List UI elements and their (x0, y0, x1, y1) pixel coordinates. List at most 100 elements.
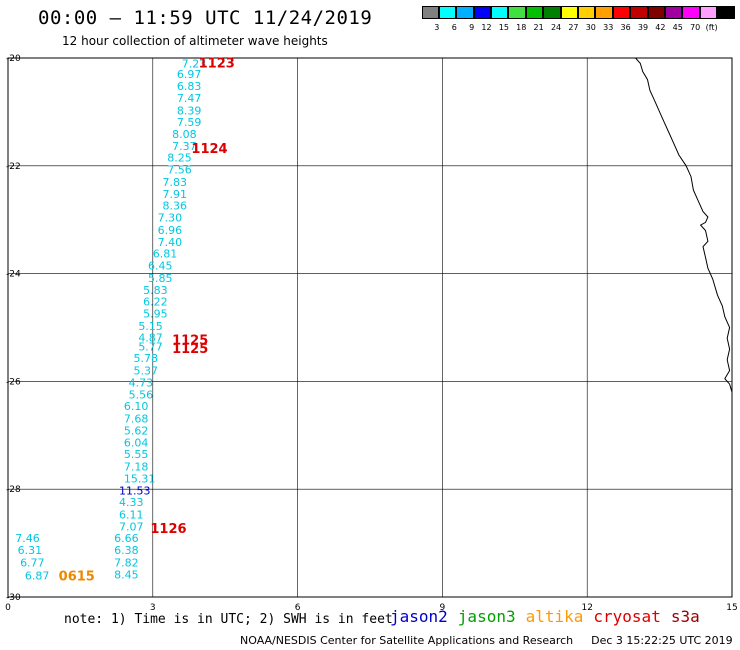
wave-height-reading: 8.25 (167, 152, 192, 165)
colorbar-cell: 39 (630, 6, 649, 32)
footer-note: note: 1) Time is in UTC; 2) SWH is in fe… (64, 612, 393, 627)
wave-height-reading: 7.07 (119, 520, 144, 533)
colorbar-swatch (682, 6, 700, 19)
wave-height-reading: 6.83 (177, 80, 202, 93)
wave-height-reading: 5.55 (124, 448, 149, 461)
colorbar-swatch (612, 6, 631, 19)
wave-height-reading: 6.22 (143, 296, 168, 309)
colorbar-cell: 3 (421, 6, 439, 32)
colorbar-swatch (664, 6, 683, 19)
colorbar-label: 15 (498, 23, 509, 32)
wave-height-reading: 6.10 (124, 400, 149, 413)
wave-height-reading: 6.66 (114, 532, 139, 545)
footer-credit: NOAA/NESDIS Center for Satellite Applica… (240, 634, 733, 647)
colorbar-cell: 18 (508, 6, 527, 32)
wave-height-reading: 7.47 (177, 92, 202, 105)
wave-height-reading: 6.11 (119, 509, 144, 522)
colorbar-swatch (647, 6, 665, 19)
wave-height-reading: 5.56 (129, 388, 154, 401)
colorbar-cell: (ft) (699, 6, 718, 32)
colorbar-label: 42 (655, 23, 666, 32)
x-tick-label: 3 (150, 603, 156, 613)
colorbar-swatch (560, 6, 579, 19)
colorbar-label: 36 (620, 23, 631, 32)
pass-time-label: 1125 (172, 333, 208, 348)
pass-time-label: 1125 (172, 342, 208, 357)
colorbar-cell: 36 (612, 6, 631, 32)
wave-height-reading: 5.95 (143, 307, 168, 320)
satellite-legend-jason3: jason3 (457, 607, 516, 626)
colorbar-label: 24 (550, 23, 562, 32)
page-title: 00:00 — 11:59 UTC 11/24/2019 (38, 7, 373, 29)
colorbar-cell: 42 (647, 6, 666, 32)
colorbar-cell: 21 (525, 6, 544, 32)
pass-time-label: 0615 (59, 569, 95, 584)
x-tick-label: 12 (581, 603, 592, 613)
generation-timestamp: Dec 3 15:22:25 UTC 2019 (591, 634, 733, 647)
wave-height-reading: 5.37 (133, 365, 158, 378)
wave-height-reading: 5.83 (143, 284, 168, 297)
colorbar-cell (717, 6, 735, 32)
colorbar-label: (ft) (705, 23, 718, 32)
colorbar-cell: 45 (664, 6, 683, 32)
wave-height-reading: 7.46 (15, 532, 39, 545)
wave-height-reading: 7.68 (124, 413, 149, 426)
wave-height-reading: 7.83 (162, 176, 187, 189)
colorbar-label: 39 (637, 23, 649, 32)
wave-height-reading: 6.38 (114, 544, 139, 557)
page-subtitle: 12 hour collection of altimeter wave hei… (62, 34, 328, 48)
wave-height-reading: 11.53 (119, 484, 151, 497)
wave-height-reading: 5.77 (138, 340, 163, 353)
wave-height-reading: 7.30 (158, 212, 183, 225)
satellite-legend-cryosat: cryosat (593, 607, 661, 626)
pass-time-label: 1124 (191, 142, 227, 157)
wave-height-reading: 6.45 (148, 260, 173, 273)
wave-height-reading: 7.40 (158, 236, 183, 249)
colorbar-swatch (543, 6, 561, 19)
y-tick-label: -28 (6, 485, 21, 495)
colorbar-cell: 15 (491, 6, 509, 32)
colorbar-label: 18 (516, 23, 527, 32)
x-tick-label: 15 (726, 603, 737, 613)
colorbar-swatch (578, 6, 596, 19)
colorbar-label: 6 (451, 23, 457, 32)
wave-height-reading: 8.36 (162, 200, 187, 213)
colorbar-swatch (473, 6, 492, 19)
satellite-legend-altika: altika (525, 607, 584, 626)
wave-height-reading: 6.77 (20, 557, 45, 570)
colorbar-swatch (717, 6, 735, 19)
colorbar-label: 12 (481, 23, 492, 32)
wave-height-reading: 7.23 (182, 57, 207, 70)
wave-height-reading: 4.73 (129, 376, 154, 389)
wave-height-reading: 8.39 (177, 104, 202, 117)
colorbar-label: 27 (568, 23, 579, 32)
wave-height-reading: 7.37 (172, 140, 197, 153)
x-tick-label: 9 (440, 603, 446, 613)
wave-height-reading: 4.33 (119, 496, 144, 509)
colorbar-swatch (595, 6, 613, 19)
wave-height-reading: 8.08 (172, 128, 197, 141)
y-tick-label: -24 (6, 270, 21, 280)
colorbar-swatch (491, 6, 509, 19)
colorbar-cell: 27 (560, 6, 579, 32)
pass-time-label: 1123 (199, 56, 235, 71)
wave-height-reading: 5.85 (148, 272, 173, 285)
wave-height-reading: 5.78 (133, 352, 158, 365)
wave-height-reading: 7.82 (114, 557, 139, 570)
colorbar-swatch (456, 6, 474, 19)
colorbar-swatch (421, 6, 439, 19)
colorbar-label: 21 (533, 23, 544, 32)
wave-height-reading: 7.56 (167, 164, 192, 177)
y-tick-label: -30 (6, 593, 21, 603)
colorbar-cell: 9 (456, 6, 474, 32)
colorbar-label: 33 (603, 23, 614, 32)
wave-height-reading: 6.97 (177, 68, 202, 81)
wave-height-reading: 6.81 (153, 248, 178, 261)
colorbar-label: 45 (672, 23, 683, 32)
colorbar-swatch (630, 6, 648, 19)
coastline (635, 57, 733, 393)
colorbar-swatch (438, 6, 457, 19)
colorbar-cell: 33 (595, 6, 614, 32)
wave-height-reading: 5.62 (124, 424, 149, 437)
